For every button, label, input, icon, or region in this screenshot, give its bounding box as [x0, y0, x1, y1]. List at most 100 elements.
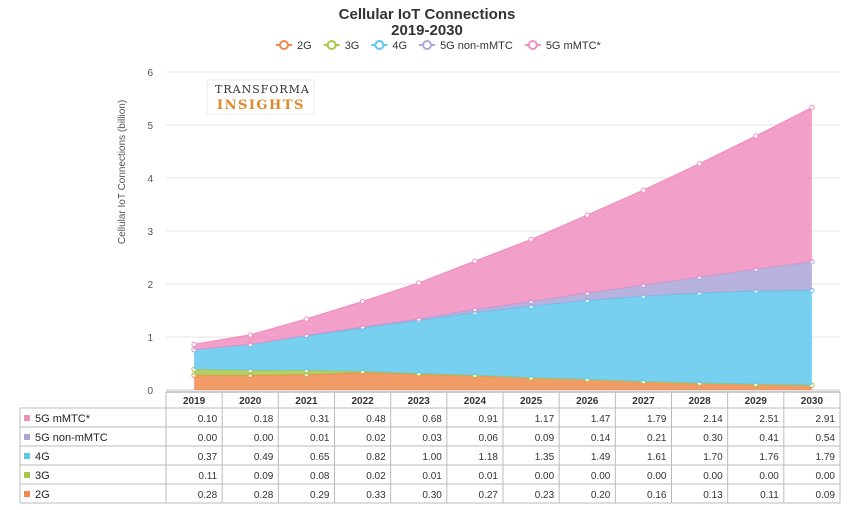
row-swatch [24, 472, 30, 478]
data-table: 2019 2020 2021 2022 2023 2024 2025 2026 2027 2028… [19, 391, 841, 504]
x-tick-label: 2024 [464, 396, 487, 407]
y-tick-label: 6 [147, 68, 153, 79]
table-cell: 1.79 [647, 414, 667, 425]
point-5g-mmtc[interactable] [359, 298, 366, 305]
x-tick-label: 2027 [632, 396, 655, 407]
y-tick-label: 3 [147, 227, 153, 238]
legend-label: 3G [345, 40, 360, 52]
legend-label: 2G [297, 40, 312, 52]
legend-item-2g[interactable]: 2G [276, 40, 312, 52]
table-cell: 0.00 [759, 471, 779, 482]
table-cell: 0.54 [816, 433, 836, 444]
legend-item-3g[interactable]: 3G [323, 40, 360, 52]
x-tick-label: 2028 [688, 396, 711, 407]
legend-label: 5G mMTC* [546, 40, 602, 52]
table-cell: 0.27 [479, 490, 499, 501]
table-row-3g: 3G 0.11 0.09 0.08 0.02 0.01 0.01 0.00 0.00 0.00 0.… [24, 470, 835, 482]
table-cell: 0.65 [310, 452, 330, 463]
legend-item-5g-non-mmtc[interactable]: 5G non-mMTC [419, 40, 513, 52]
table-cell: 0.28 [198, 490, 218, 501]
table-cell: 0.02 [366, 471, 386, 482]
logo-box [206, 79, 315, 115]
table-cell: 0.20 [591, 490, 611, 501]
table-cell: 0.29 [310, 490, 330, 501]
table-cell: 1.17 [535, 414, 555, 425]
table-cell: 1.76 [759, 452, 779, 463]
legend-item-4g[interactable]: 4G [371, 40, 407, 52]
y-tick-label: 0 [147, 386, 153, 397]
y-tick-label: 4 [147, 174, 153, 185]
point-5g-mmtc[interactable] [247, 332, 254, 338]
table-cell: 0.09 [816, 490, 836, 501]
x-tick-label: 2021 [295, 396, 318, 407]
plot-area [191, 104, 815, 390]
row-label: 5G non-mMTC [35, 432, 108, 444]
point-5g-mmtc[interactable] [528, 236, 534, 243]
table-cell: 0.49 [254, 452, 274, 463]
table-cell: 0.13 [703, 490, 723, 501]
table-cell: 0.01 [422, 471, 442, 482]
x-tick-label: 2025 [520, 396, 543, 407]
table-row-5g-non-mmtc: 5G non-mMTC 0.00 0.00 0.01 0.02 0.03 0.06 0.09 0… [24, 432, 835, 444]
table-cell: 0.06 [479, 433, 499, 444]
point-5g-mmtc[interactable] [640, 187, 647, 193]
point-5g-mmtc[interactable] [191, 341, 197, 348]
row-swatch [24, 491, 30, 497]
line-5g-mmtc [193, 106, 813, 345]
row-label: 3G [35, 470, 50, 482]
table-cell: 0.21 [647, 433, 667, 444]
point-5g-mmtc[interactable] [753, 133, 759, 139]
point-5g-mmtc[interactable] [416, 280, 422, 286]
table-cell: 0.11 [760, 490, 779, 501]
point-5g-mmtc[interactable] [584, 212, 590, 218]
x-tick-label: 2029 [745, 396, 768, 407]
table-cell: 0.09 [535, 433, 555, 444]
table-cell: 0.28 [254, 490, 274, 501]
row-swatch [24, 434, 30, 440]
point-5g-mmtc[interactable] [472, 258, 478, 264]
logo-line2: INSIGHTS [217, 98, 305, 113]
x-tick-label: 2020 [239, 396, 262, 407]
legend-marker [326, 40, 337, 50]
legend-label: 4G [392, 40, 407, 52]
legend-item-5g-mmtc[interactable]: 5G mMTC* [524, 40, 602, 52]
legend-marker [374, 40, 385, 50]
table-cell: 0.91 [479, 414, 499, 425]
point-5g-mmtc[interactable] [303, 316, 310, 322]
table-cell: 0.10 [198, 414, 218, 425]
row-swatch [24, 453, 30, 459]
legend-marker [279, 40, 289, 50]
row-label: 2G [35, 489, 50, 501]
table-row-4g: 4G 0.37 0.49 0.65 0.82 1.00 1.18 1.35 1.49 1.61 1.… [24, 451, 835, 463]
y-tick-label: 2 [147, 280, 153, 291]
table-cell: 0.41 [759, 433, 779, 444]
table-cell: 0.16 [647, 490, 667, 501]
table-cell: 0.23 [535, 490, 555, 501]
table-cell: 2.51 [759, 414, 779, 425]
legend: 2G 3G 4G 5G non-mMTC 5G mMTC* [276, 40, 602, 52]
table-cell: 1.49 [591, 452, 611, 463]
table-cell: 0.00 [647, 471, 667, 482]
table-cell: 0.02 [366, 433, 386, 444]
chart-subtitle: 2019-2030 [391, 22, 463, 39]
table-cell: 0.00 [535, 471, 555, 482]
point-5g-mmtc[interactable] [809, 104, 815, 111]
table-cell: 0.31 [310, 414, 330, 425]
row-swatch [24, 415, 30, 421]
point-5g-mmtc[interactable] [696, 161, 703, 167]
area-5g-mmtc [194, 107, 812, 350]
table-cell: 0.01 [479, 471, 499, 482]
table-cell: 0.68 [422, 414, 442, 425]
table-cell: 0.82 [366, 452, 386, 463]
area-2g [194, 372, 812, 390]
table-cell: 0.00 [591, 471, 611, 482]
table-row-5g-mmtc: 5G mMTC* 0.10 0.18 0.31 0.48 0.68 0.91 1.17 1.47… [24, 413, 835, 425]
logo-line1: TRANSFORMA [215, 83, 310, 96]
table-cell: 0.00 [198, 433, 218, 444]
chart-title: Cellular IoT Connections [339, 6, 516, 23]
table-cell: 1.79 [816, 452, 836, 463]
table-cell: 0.48 [366, 414, 386, 425]
x-tick-label: 2022 [351, 396, 374, 407]
table-cell: 0.01 [310, 433, 330, 444]
